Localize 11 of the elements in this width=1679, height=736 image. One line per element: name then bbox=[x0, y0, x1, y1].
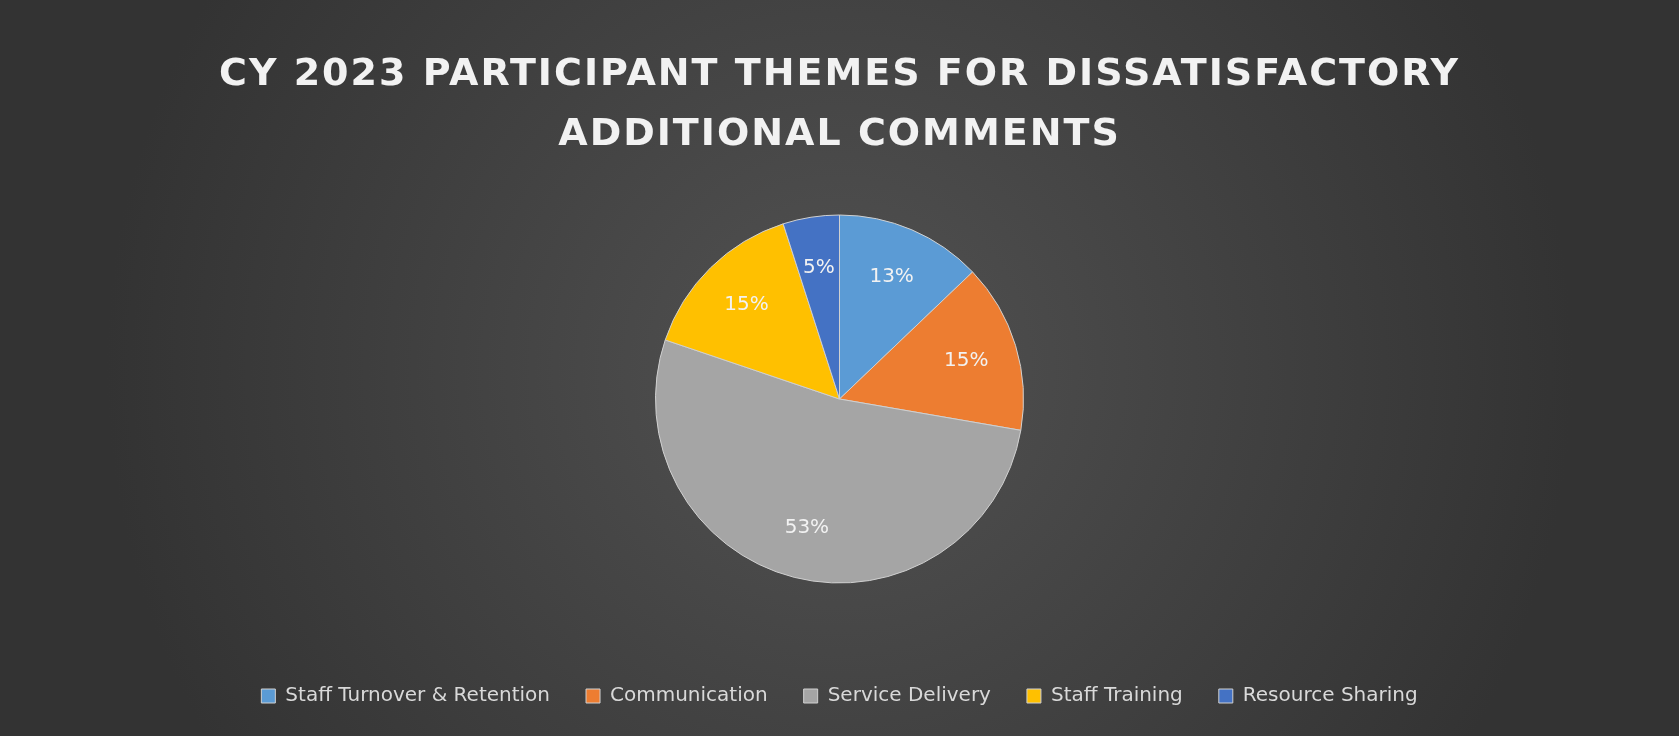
data-label: 5% bbox=[803, 254, 835, 279]
legend-label: Resource Sharing bbox=[1242, 682, 1418, 707]
legend-label: Service Delivery bbox=[827, 682, 992, 707]
chart-title: CY 2023 PARTICIPANT THEMES FOR DISSATISFACTORY ADDITIONAL COMMENTS bbox=[218, 49, 1461, 156]
legend-label: Communication bbox=[610, 682, 768, 707]
data-label: 15% bbox=[944, 346, 989, 371]
legend-label: Staff Turnover & Retention bbox=[285, 682, 551, 707]
data-label: 15% bbox=[724, 290, 769, 315]
data-label: 53% bbox=[784, 513, 830, 538]
legend-label: Staff Training bbox=[1050, 682, 1183, 707]
data-label: 13% bbox=[869, 263, 914, 288]
